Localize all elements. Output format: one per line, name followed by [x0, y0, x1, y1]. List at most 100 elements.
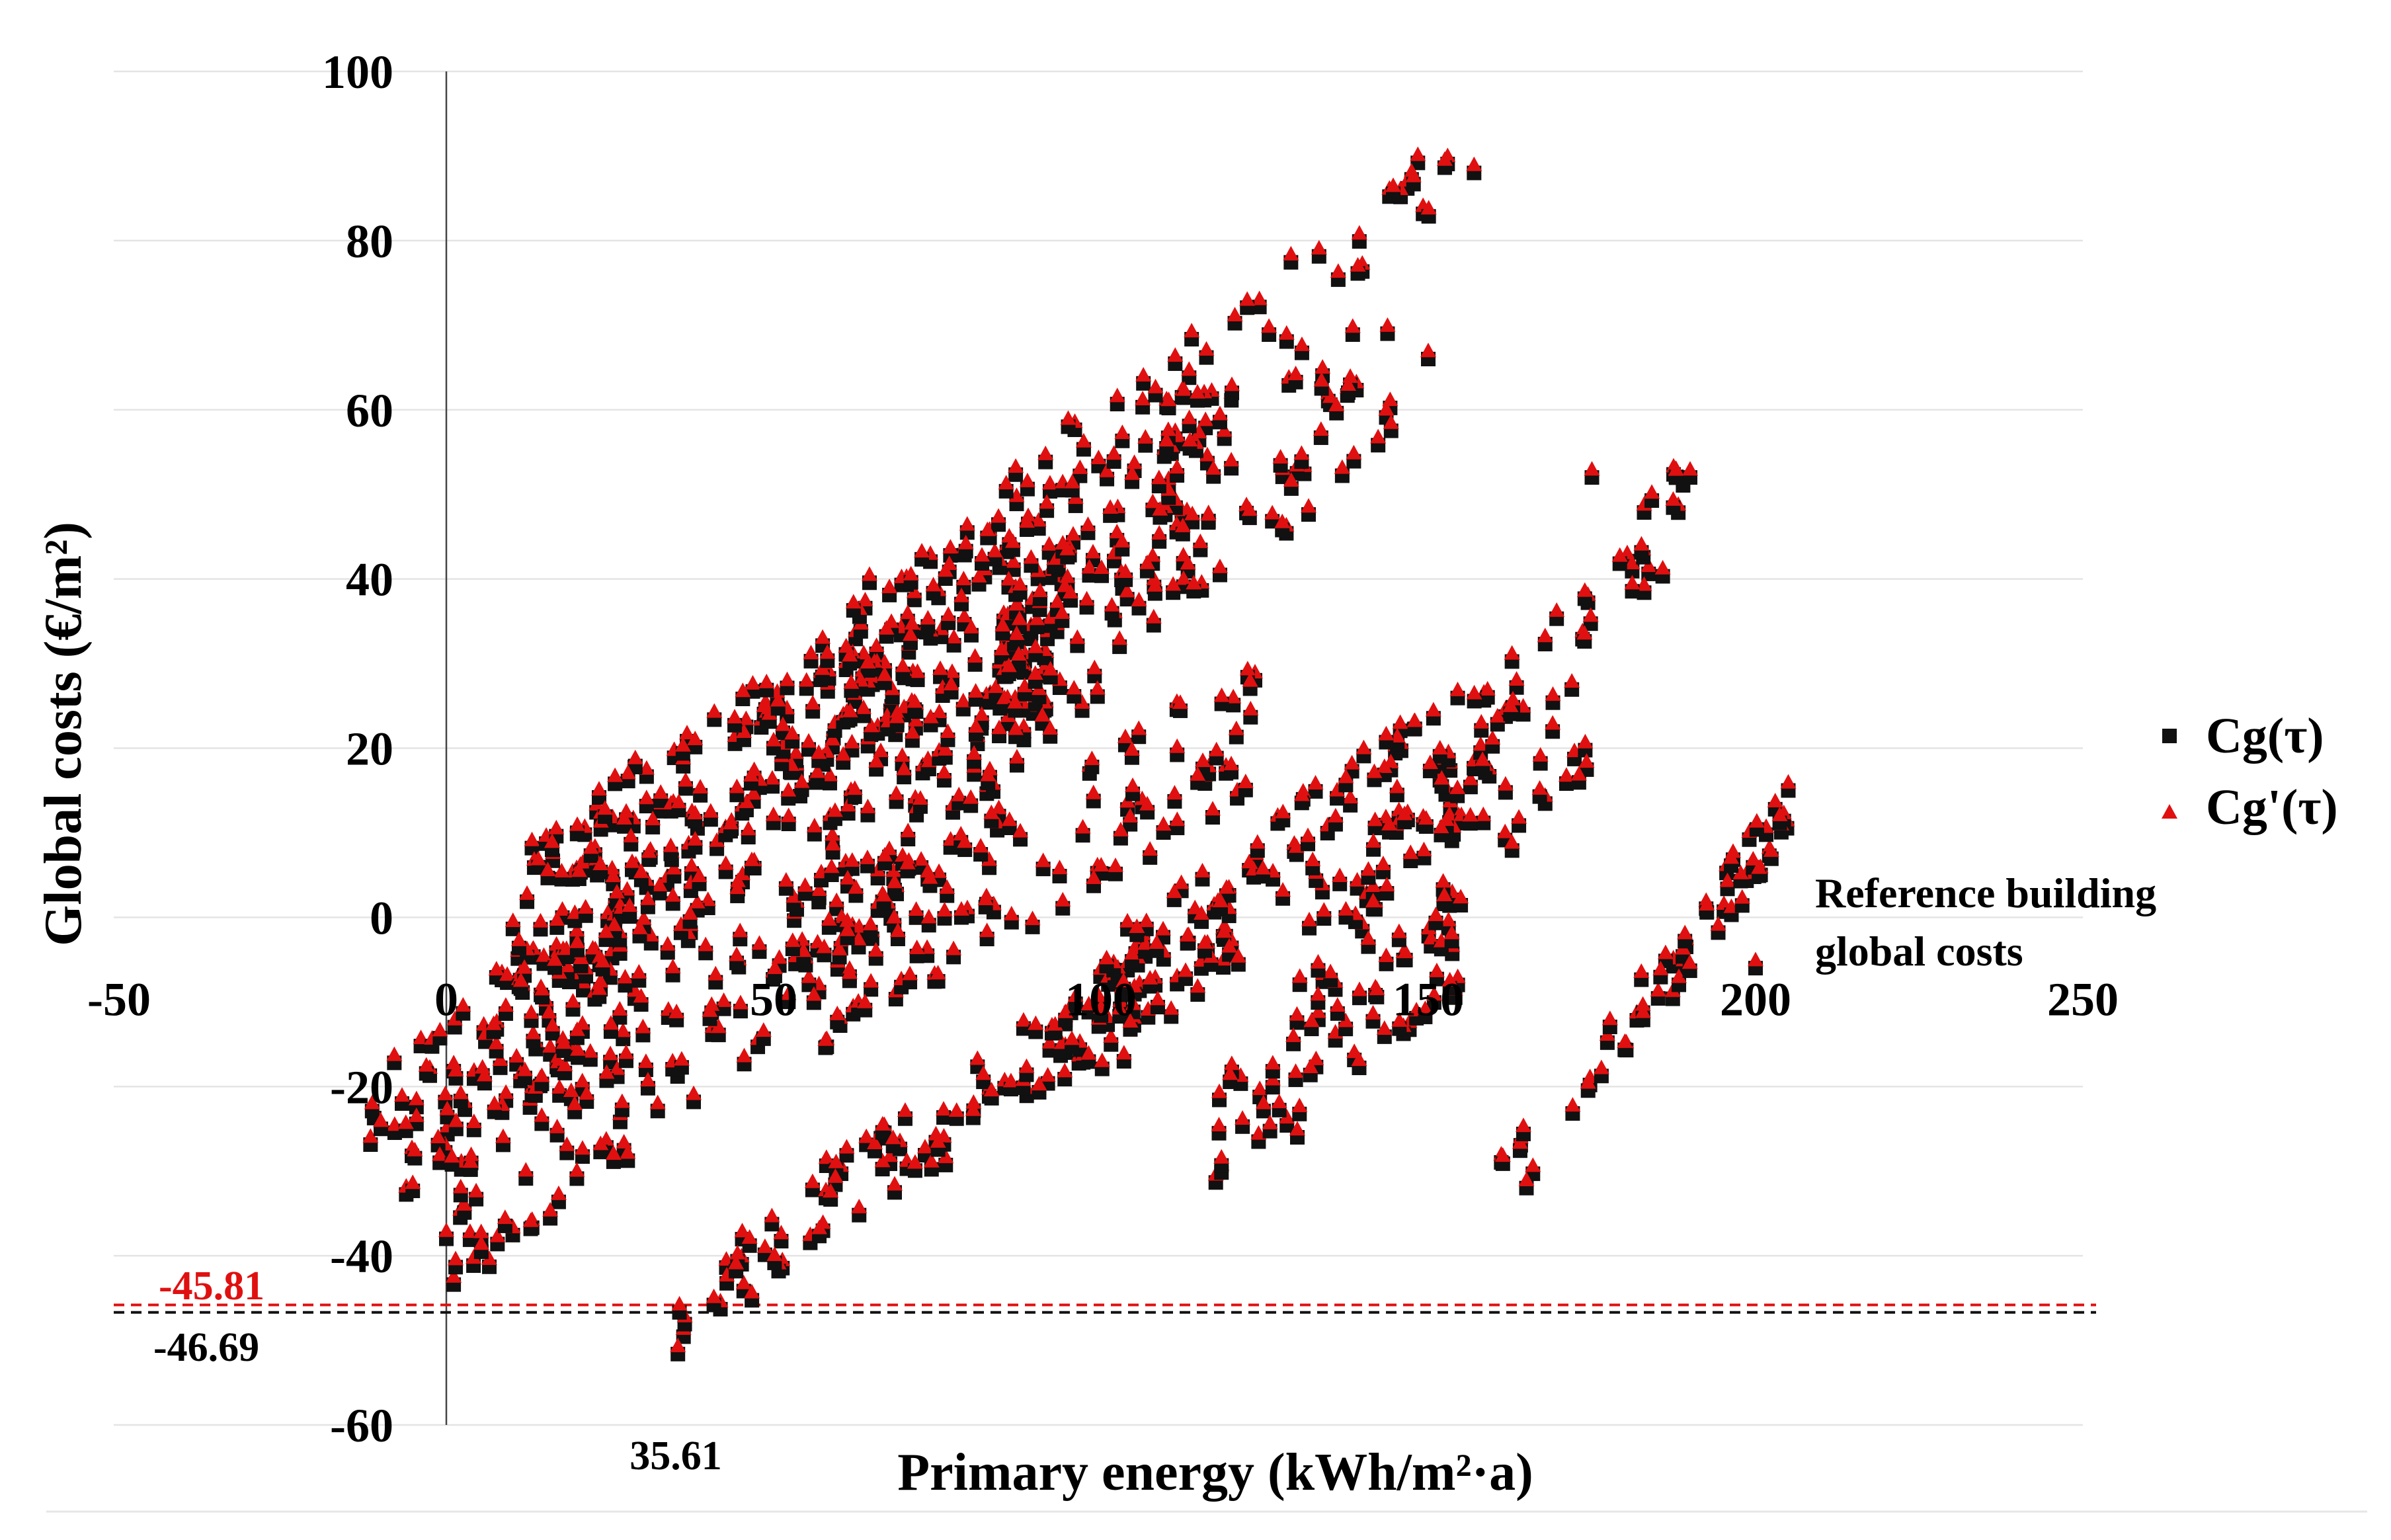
point-cg-prime [1172, 694, 1188, 709]
point-cg-prime [884, 680, 901, 696]
point-cg-prime [1275, 881, 1291, 897]
point-cg-prime [616, 810, 633, 825]
point-cg-prime [633, 988, 649, 1003]
point-cg-prime [476, 1067, 493, 1082]
point-cg-prime [887, 1176, 903, 1191]
point-cg-prime [698, 936, 714, 952]
point-cg-prime [904, 724, 920, 739]
point-cg-prime [1137, 935, 1154, 950]
point-cg-prime [1224, 376, 1240, 391]
point-cg-prime [1008, 458, 1024, 473]
point-cg-prime [1376, 758, 1393, 774]
point-cg-prime [671, 1295, 688, 1311]
point-cg-prime [1235, 1110, 1251, 1125]
point-cg-prime [608, 883, 625, 899]
point-cg-prime [965, 1094, 982, 1109]
point-cg-prime [687, 831, 704, 846]
point-cg-prime [1049, 593, 1065, 608]
point-cg-prime [1305, 852, 1321, 867]
point-cg-prime [633, 863, 649, 878]
point-cg-prime [691, 867, 708, 882]
point-cg-prime [631, 919, 648, 934]
point-cg-prime [744, 1283, 760, 1299]
point-cg-prime [1094, 1052, 1110, 1067]
point-cg-prime [1291, 1097, 1308, 1112]
point-cg-prime [1242, 672, 1258, 687]
point-cg-prime [938, 1149, 954, 1164]
point-cg-prime [1376, 1020, 1393, 1035]
point-cg-prime [1139, 554, 1155, 569]
point-cg-prime [591, 980, 608, 995]
point-cg-prime [727, 708, 743, 723]
point-cg-prime [594, 952, 611, 967]
point-cg-prime [1139, 795, 1156, 811]
point-cg-prime [1732, 864, 1749, 879]
point-cg-prime [1018, 1058, 1035, 1073]
point-cg-prime [902, 965, 918, 981]
point-cg-prime [863, 973, 879, 988]
point-cg-prime [1334, 459, 1350, 474]
point-cg-prime [838, 1139, 855, 1154]
point-cg-prime [1515, 1117, 1531, 1133]
point-cg-prime [1124, 465, 1141, 480]
point-cg-prime [579, 1085, 595, 1100]
point-cg-prime [886, 873, 903, 889]
point-cg-prime [851, 918, 868, 933]
point-cg-prime [1272, 448, 1289, 464]
point-cg-prime [922, 708, 939, 723]
point-cg-prime [1428, 906, 1444, 921]
x-tick-label: 150 [1393, 973, 1464, 1026]
point-cg-prime [904, 615, 920, 630]
point-cg-prime [1057, 1003, 1074, 1018]
point-cg-prime [778, 871, 794, 887]
point-cg-prime [1344, 318, 1361, 333]
point-cg-prime [474, 1059, 491, 1074]
point-cg-prime [1366, 763, 1383, 778]
point-cg-prime [874, 1153, 891, 1168]
point-cg-prime [1184, 505, 1201, 520]
point-cg-prime [1080, 995, 1097, 1010]
point-cg-prime [1466, 684, 1482, 700]
point-cg-prime [1184, 323, 1200, 338]
point-cg-prime [631, 963, 647, 979]
point-cg-prime [824, 731, 840, 746]
point-cg-prime [1525, 1157, 1541, 1172]
reference-annotation-line2: global costs [1815, 928, 2023, 975]
point-cg-prime [1344, 754, 1360, 770]
point-cg-prime [886, 909, 903, 924]
point-cg-prime [1617, 1033, 1633, 1048]
point-cg-prime [1654, 559, 1671, 575]
point-cg-prime [1125, 777, 1141, 792]
point-cg-prime [732, 922, 749, 938]
point-cg-prime [1330, 263, 1346, 278]
point-cg-prime [868, 637, 885, 653]
point-cg-prime [1641, 557, 1657, 573]
point-cg-prime [1147, 577, 1163, 592]
point-cg-prime [604, 860, 620, 875]
point-cg-prime [674, 737, 691, 752]
point-cg-prime [508, 1047, 525, 1063]
point-cg-prime [397, 1114, 414, 1129]
point-cg-prime [1668, 461, 1684, 476]
point-cg-prime [1008, 720, 1024, 735]
point-cg-prime [1221, 938, 1238, 953]
point-cg-prime [1418, 810, 1434, 825]
point-cg-prime [430, 1128, 446, 1143]
ref-line-label-red: -45.81 [159, 1264, 264, 1309]
point-cg-prime [1067, 987, 1084, 1002]
point-cg-prime [1489, 708, 1506, 723]
point-cg-prime [839, 870, 856, 885]
point-cg-prime [1063, 584, 1079, 599]
point-cg-prime [1104, 596, 1120, 612]
point-cg-prime [1197, 411, 1214, 426]
point-cg-prime [1342, 368, 1359, 384]
point-cg-prime [1041, 536, 1057, 551]
point-cg-prime [1131, 591, 1147, 606]
point-cg-prime [940, 723, 956, 739]
point-cg-prime [902, 626, 918, 641]
point-cg-prime [614, 1093, 630, 1108]
data-points [362, 146, 1797, 1361]
point-cg-prime [1582, 607, 1599, 622]
point-cg-prime [745, 674, 761, 690]
point-cg-prime [811, 744, 827, 759]
